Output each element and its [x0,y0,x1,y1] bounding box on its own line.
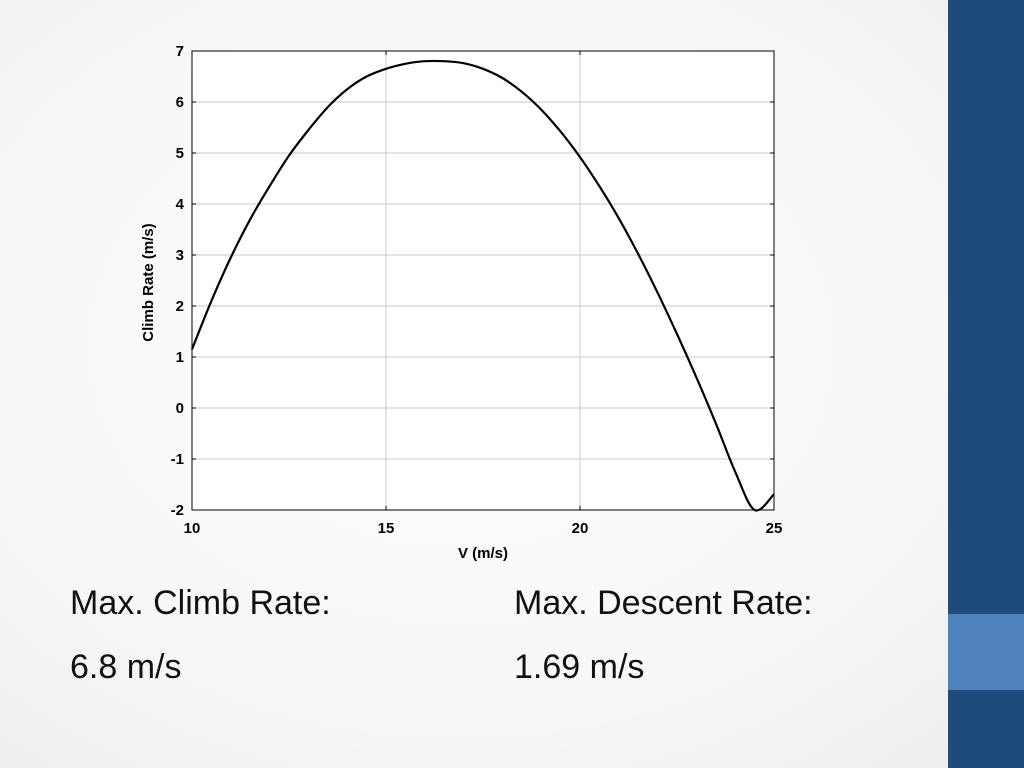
climb-rate-chart: 10 15 20 25 -2 -1 0 1 2 3 4 5 6 7 V (m/s) Climb Rate… [140,43,783,562]
max-climb-label: Max. Climb Rate: [70,584,331,622]
y-axis-label: Climb Rate (m/s) [140,223,157,341]
y-tick-labels: -2 -1 0 1 2 3 4 5 6 7 [171,43,185,519]
x-tick-label-2: 20 [572,520,589,537]
x-axis-label: V (m/s) [458,545,508,562]
x-tick-labels: 10 15 20 25 [184,520,783,537]
y-tick-label-9: 7 [176,43,184,60]
x-tick-label-3: 25 [766,520,783,537]
max-climb-value: 6.8 m/s [70,648,182,686]
y-tick-label-1: -1 [171,451,184,468]
y-tick-label-6: 4 [176,196,185,213]
y-tick-label-4: 2 [176,298,184,315]
y-tick-label-8: 6 [176,94,184,111]
y-tick-label-5: 3 [176,247,184,264]
max-descent-value: 1.69 m/s [514,648,645,686]
y-tick-label-3: 1 [176,349,184,366]
y-tick-label-2: 0 [176,400,184,417]
sidebar-accent-block [948,614,1024,690]
tick-marks [191,50,775,511]
plot-area [192,51,774,510]
max-descent-label: Max. Descent Rate: [514,584,813,622]
x-tick-label-0: 10 [184,520,201,537]
chart-svg: 10 15 20 25 -2 -1 0 1 2 3 4 5 6 7 V (m/s) Climb Rate… [140,43,783,562]
series-line [190,59,775,512]
y-tick-label-0: -2 [171,502,184,519]
plot-frame [191,50,775,511]
y-tick-label-7: 5 [176,145,184,162]
x-tick-label-1: 15 [378,520,395,537]
